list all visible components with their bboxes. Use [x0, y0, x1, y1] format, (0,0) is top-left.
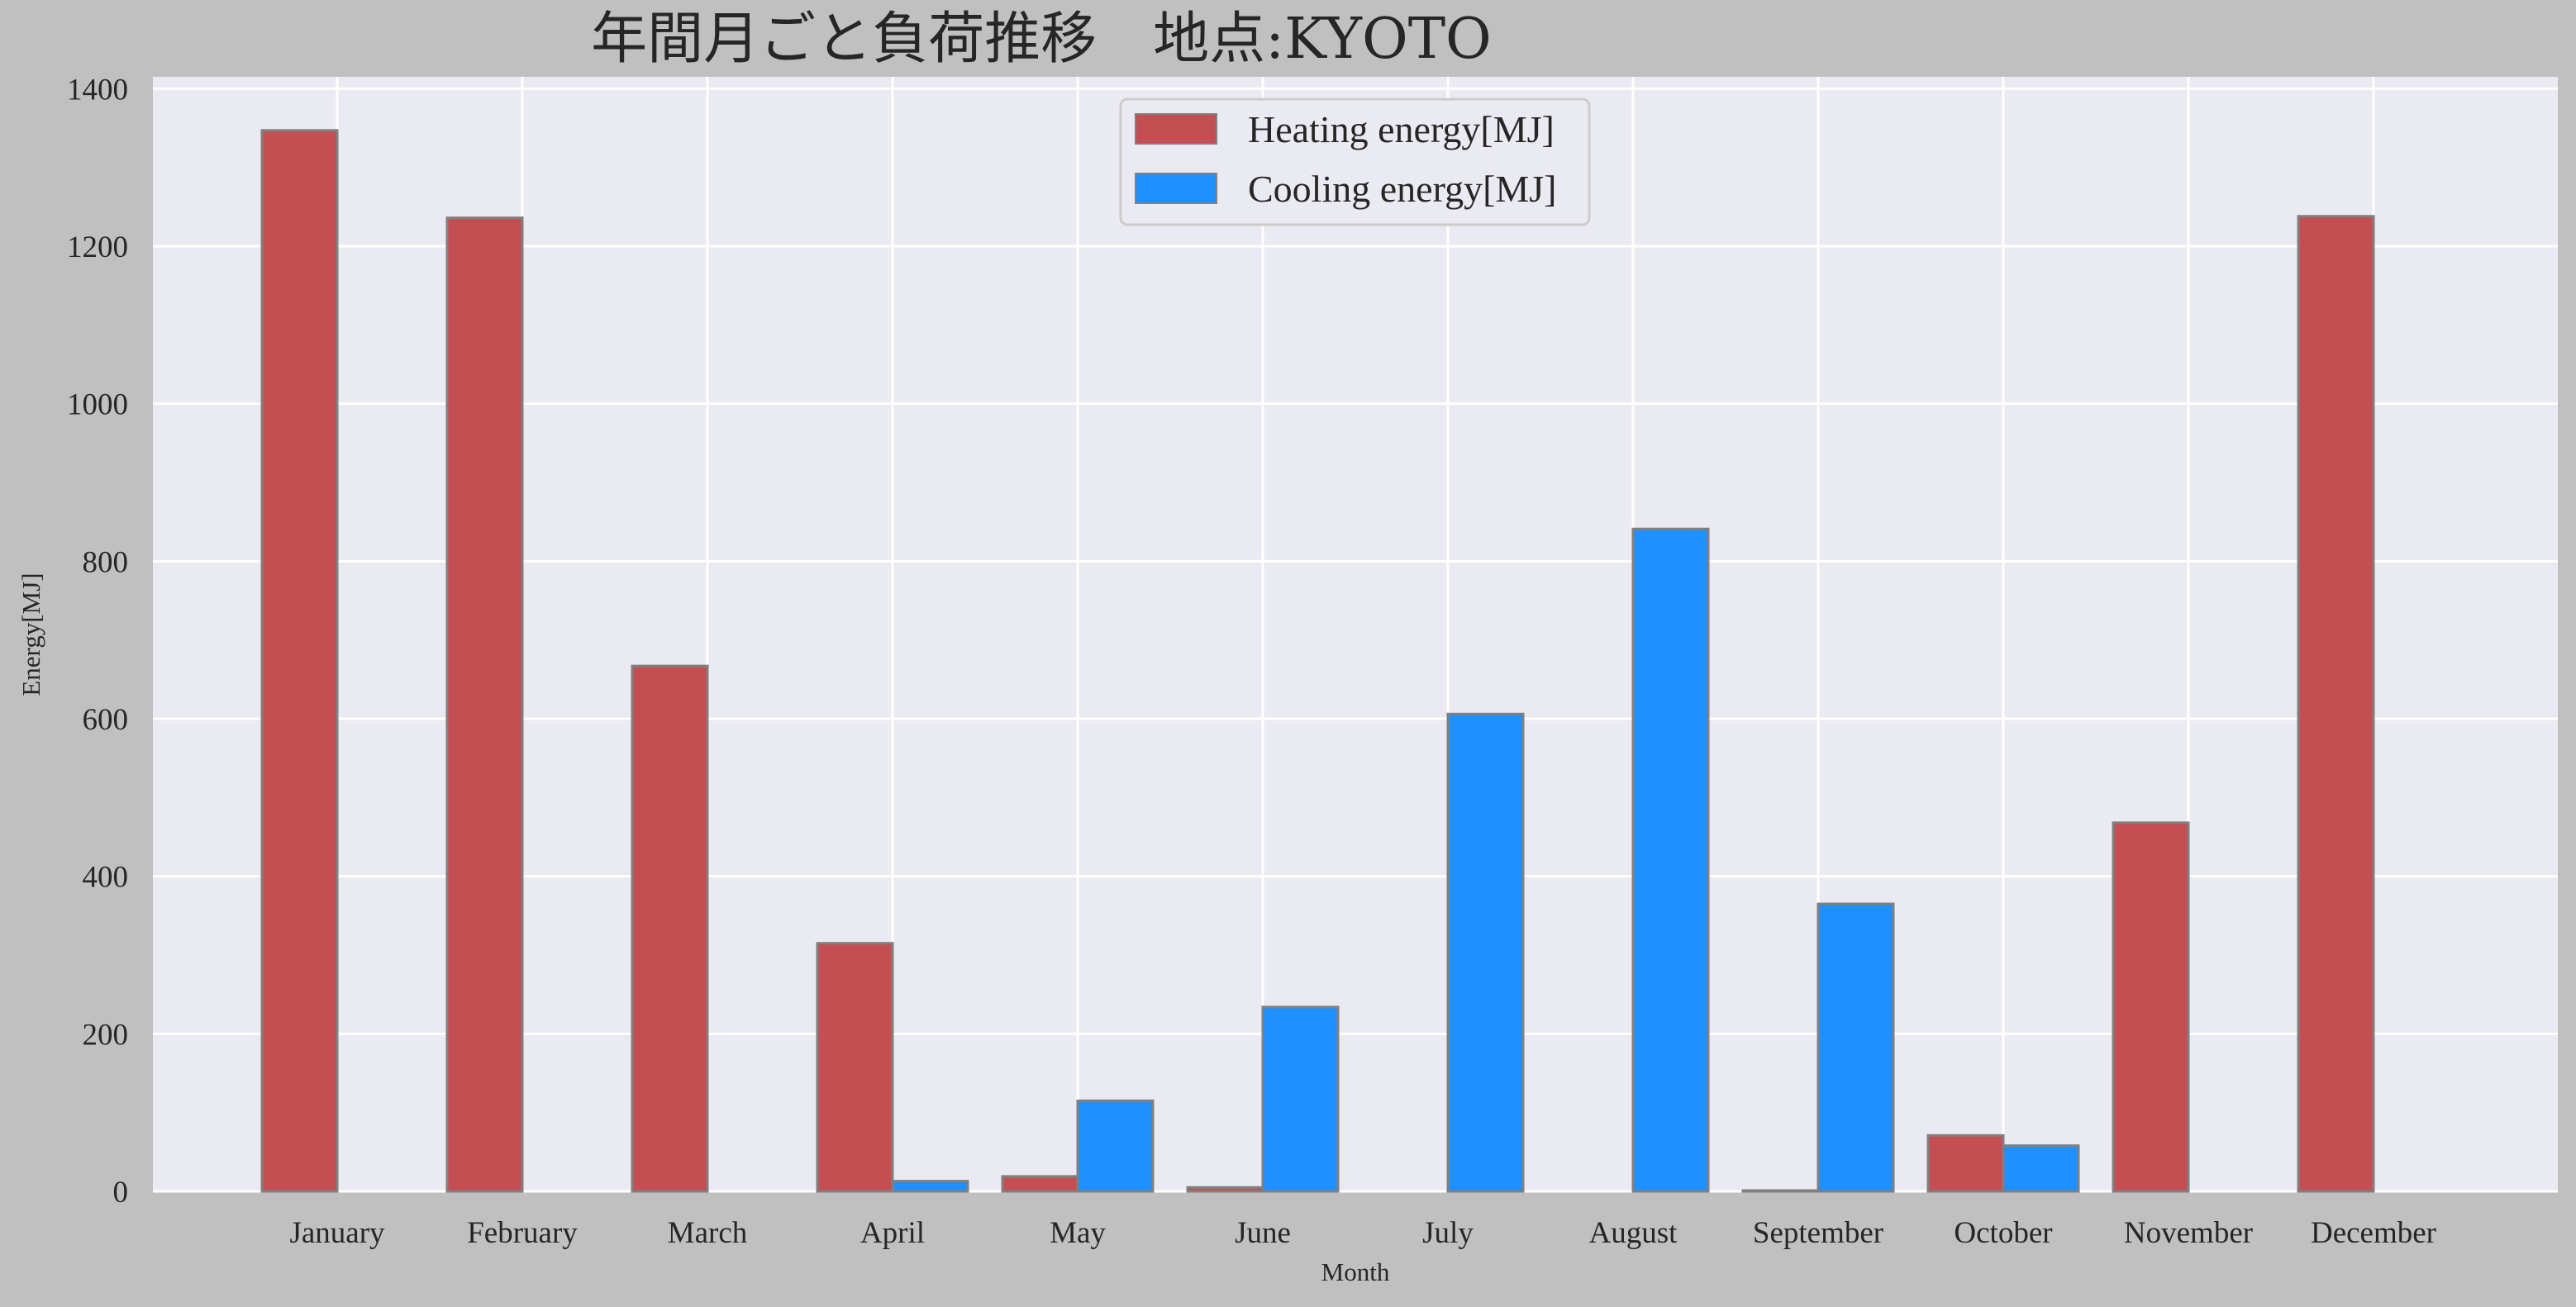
bar-heating-april — [816, 942, 894, 1193]
y-axis-label: Energy[MJ] — [17, 573, 45, 696]
x-tick-label: May — [1050, 1216, 1106, 1250]
y-tick-label: 200 — [83, 1018, 129, 1052]
y-tick-label: 1000 — [67, 388, 128, 422]
y-tick-label: 1400 — [67, 73, 128, 107]
bar-cooling-september — [1817, 902, 1895, 1193]
x-tick-label: January — [289, 1216, 385, 1250]
x-tick-label: March — [668, 1216, 748, 1250]
x-axis-label: Month — [1321, 1257, 1390, 1286]
bar-cooling-may — [1076, 1099, 1155, 1193]
x-tick-label: September — [1753, 1216, 1883, 1250]
legend-swatch-cooling — [1135, 173, 1217, 204]
chart-title: 年間月ごと負荷推移 地点:KYOTO — [591, 7, 1492, 72]
legend-box — [1119, 97, 1591, 226]
y-tick-label: 600 — [83, 703, 129, 737]
bar-cooling-august — [1631, 527, 1710, 1193]
x-tick-label: November — [2124, 1216, 2253, 1250]
x-tick-label: December — [2311, 1216, 2436, 1250]
bar-heating-may — [1001, 1175, 1079, 1193]
bar-cooling-june — [1261, 1005, 1340, 1193]
x-tick-label: July — [1422, 1216, 1474, 1250]
bar-heating-february — [445, 216, 524, 1193]
legend-label-cooling: Cooling energy[MJ] — [1248, 168, 1557, 210]
bar-heating-october — [1926, 1134, 2005, 1193]
bar-heating-march — [631, 664, 709, 1193]
bar-heating-november — [2112, 821, 2190, 1193]
x-tick-label: February — [467, 1216, 578, 1250]
bar-cooling-april — [891, 1180, 969, 1193]
bars — [260, 129, 2375, 1193]
x-tick-label: October — [1954, 1216, 2052, 1250]
y-tick-label: 800 — [83, 545, 129, 579]
bar-heating-june — [1186, 1186, 1264, 1193]
legend: Heating energy[MJ] Cooling energy[MJ] — [1119, 97, 1591, 226]
bar-cooling-july — [1446, 712, 1525, 1193]
x-tick-label: April — [860, 1216, 925, 1250]
bar-heating-january — [260, 129, 339, 1193]
y-tick-labels: 0 200 400 600 800 1000 1200 1400 — [67, 73, 128, 1210]
y-tick-label: 0 — [113, 1176, 129, 1210]
x-tick-label: June — [1235, 1216, 1291, 1250]
legend-swatch-heating — [1135, 113, 1217, 145]
bar-cooling-october — [2002, 1144, 2080, 1193]
y-tick-label: 1200 — [67, 231, 128, 264]
legend-label-heating: Heating energy[MJ] — [1248, 108, 1555, 150]
y-tick-label: 400 — [83, 861, 129, 895]
x-tick-label: August — [1589, 1216, 1678, 1250]
bar-heating-december — [2297, 215, 2375, 1193]
x-tick-labels: January February March April May June July Augu… — [289, 1216, 2436, 1250]
